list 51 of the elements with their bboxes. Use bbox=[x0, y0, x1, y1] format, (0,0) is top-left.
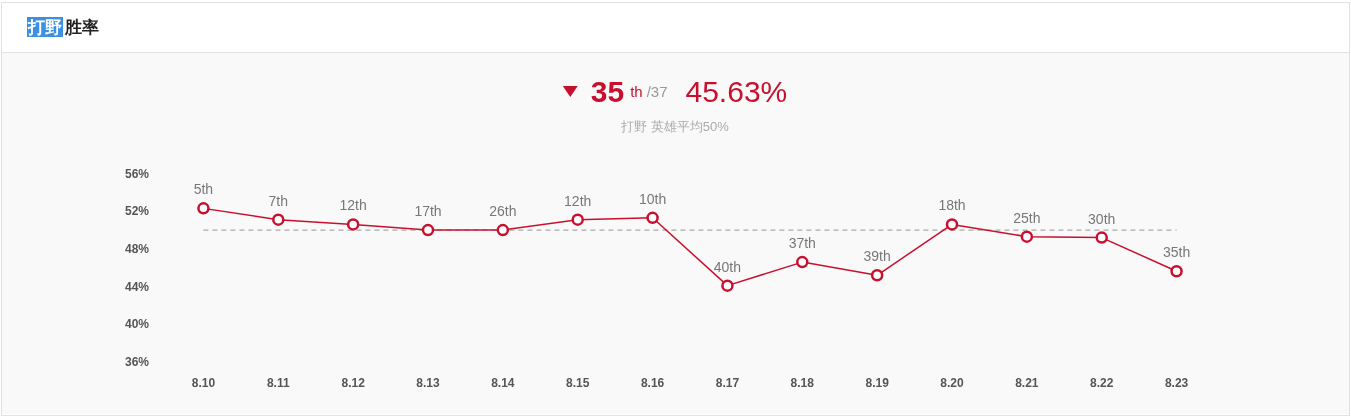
x-tick-label: 8.10 bbox=[191, 376, 216, 390]
annotation: 5th bbox=[193, 181, 214, 198]
annotation: 35th bbox=[1162, 244, 1191, 261]
y-tick-label: 36% bbox=[124, 355, 150, 369]
point bbox=[1020, 230, 1034, 243]
x-tick-label: 8.12 bbox=[341, 376, 366, 390]
chart-subtitle: 打野 英雄平均50% bbox=[620, 119, 730, 134]
x-tick-label: 8.22 bbox=[1090, 376, 1114, 390]
y-tick-label: 52% bbox=[124, 204, 150, 219]
annotation: 12th bbox=[339, 197, 367, 214]
point bbox=[571, 213, 584, 226]
annotation: 39th bbox=[863, 248, 891, 265]
annotation: 7th bbox=[268, 192, 289, 209]
annotation: 40th bbox=[713, 258, 742, 275]
annotation: 12th bbox=[564, 192, 592, 209]
x-tick-label: 8.20 bbox=[940, 376, 964, 390]
x-tick-label: 8.23 bbox=[1164, 376, 1189, 390]
y-tick-label: 56% bbox=[124, 166, 150, 181]
chart-title: 胜率 bbox=[65, 18, 99, 37]
x-tick-label: 8.19 bbox=[865, 376, 890, 390]
y-tick-label: 48% bbox=[124, 241, 150, 256]
point bbox=[421, 223, 435, 237]
point bbox=[1095, 231, 1108, 244]
point bbox=[1170, 264, 1183, 278]
y-tick-label: 40% bbox=[124, 317, 150, 332]
point bbox=[197, 202, 210, 215]
point bbox=[346, 218, 360, 231]
x-tick-label: 8.11 bbox=[266, 376, 290, 390]
point bbox=[870, 269, 884, 282]
y-tick-label: 44% bbox=[124, 279, 150, 294]
annotation: 30th bbox=[1088, 210, 1116, 227]
x-tick-label: 8.14 bbox=[491, 376, 515, 390]
annotation: 26th bbox=[489, 203, 517, 220]
annotation: 37th bbox=[788, 235, 816, 252]
point bbox=[272, 213, 285, 226]
annotation: 18th bbox=[938, 197, 966, 214]
title-tag: 打野 bbox=[27, 17, 63, 37]
x-tick-label: 8.21 bbox=[1015, 376, 1039, 390]
annotation: 25th bbox=[1013, 209, 1041, 226]
x-tick-label: 8.16 bbox=[640, 376, 665, 390]
x-tick-label: 8.13 bbox=[416, 376, 440, 390]
annotation: 17th bbox=[414, 203, 442, 220]
point bbox=[646, 211, 659, 225]
point bbox=[945, 218, 959, 231]
x-tick-label: 8.17 bbox=[715, 376, 740, 390]
point bbox=[721, 279, 734, 292]
point bbox=[796, 255, 809, 269]
point bbox=[496, 223, 510, 237]
annotation: 10th bbox=[638, 190, 667, 207]
x-tick-label: 8.18 bbox=[790, 376, 815, 390]
x-tick-label: 8.15 bbox=[566, 376, 590, 390]
